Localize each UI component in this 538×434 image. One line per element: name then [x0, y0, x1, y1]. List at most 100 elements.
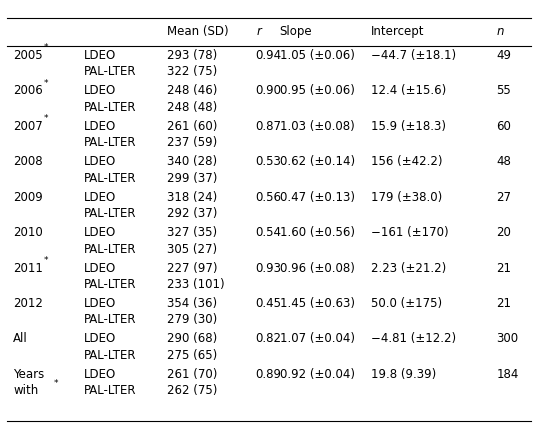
- Text: 2008: 2008: [13, 155, 43, 168]
- Text: LDEO: LDEO: [84, 84, 117, 97]
- Text: 19.8 (9.39): 19.8 (9.39): [371, 367, 436, 380]
- Text: 179 (±38.0): 179 (±38.0): [371, 190, 442, 203]
- Text: 2011: 2011: [13, 261, 43, 274]
- Text: PAL-LTER: PAL-LTER: [84, 207, 137, 220]
- Text: 15.9 (±18.3): 15.9 (±18.3): [371, 119, 445, 132]
- Text: LDEO: LDEO: [84, 155, 117, 168]
- Text: 1.60 (±0.56): 1.60 (±0.56): [280, 226, 355, 239]
- Text: PAL-LTER: PAL-LTER: [84, 277, 137, 290]
- Text: −161 (±170): −161 (±170): [371, 226, 448, 239]
- Text: *: *: [44, 255, 48, 264]
- Text: All: All: [13, 332, 28, 345]
- Text: 0.89: 0.89: [256, 367, 281, 380]
- Text: PAL-LTER: PAL-LTER: [84, 313, 137, 326]
- Text: Years: Years: [13, 367, 45, 380]
- Text: 2.23 (±21.2): 2.23 (±21.2): [371, 261, 446, 274]
- Text: 2010: 2010: [13, 226, 43, 239]
- Text: 0.92 (±0.04): 0.92 (±0.04): [280, 367, 355, 380]
- Text: 0.95 (±0.06): 0.95 (±0.06): [280, 84, 355, 97]
- Text: 48: 48: [497, 155, 511, 168]
- Text: 322 (75): 322 (75): [167, 65, 217, 78]
- Text: 2005: 2005: [13, 49, 43, 62]
- Text: 248 (48): 248 (48): [167, 101, 217, 114]
- Text: 21: 21: [497, 296, 512, 309]
- Text: *: *: [44, 43, 48, 52]
- Text: 27: 27: [497, 190, 512, 203]
- Text: 0.94: 0.94: [256, 49, 282, 62]
- Text: 300: 300: [497, 332, 519, 345]
- Text: LDEO: LDEO: [84, 49, 117, 62]
- Text: 50.0 (±175): 50.0 (±175): [371, 296, 442, 309]
- Text: $n$: $n$: [497, 25, 505, 38]
- Text: 261 (60): 261 (60): [167, 119, 218, 132]
- Text: *: *: [53, 378, 58, 387]
- Text: 262 (75): 262 (75): [167, 383, 218, 396]
- Text: Intercept: Intercept: [371, 25, 424, 38]
- Text: 1.45 (±0.63): 1.45 (±0.63): [280, 296, 355, 309]
- Text: *: *: [44, 114, 48, 123]
- Text: 55: 55: [497, 84, 511, 97]
- Text: 0.82: 0.82: [256, 332, 281, 345]
- Text: 248 (46): 248 (46): [167, 84, 218, 97]
- Text: 327 (35): 327 (35): [167, 226, 217, 239]
- Text: 21: 21: [497, 261, 512, 274]
- Text: 0.56: 0.56: [256, 190, 281, 203]
- Text: 0.47 (±0.13): 0.47 (±0.13): [280, 190, 355, 203]
- Text: 290 (68): 290 (68): [167, 332, 217, 345]
- Text: 354 (36): 354 (36): [167, 296, 217, 309]
- Text: 233 (101): 233 (101): [167, 277, 225, 290]
- Text: PAL-LTER: PAL-LTER: [84, 136, 137, 149]
- Text: 12.4 (±15.6): 12.4 (±15.6): [371, 84, 446, 97]
- Text: Slope: Slope: [280, 25, 313, 38]
- Text: 340 (28): 340 (28): [167, 155, 217, 168]
- Text: with: with: [13, 383, 38, 396]
- Text: −44.7 (±18.1): −44.7 (±18.1): [371, 49, 456, 62]
- Text: PAL-LTER: PAL-LTER: [84, 65, 137, 78]
- Text: LDEO: LDEO: [84, 332, 117, 345]
- Text: PAL-LTER: PAL-LTER: [84, 101, 137, 114]
- Text: PAL-LTER: PAL-LTER: [84, 242, 137, 255]
- Text: 0.96 (±0.08): 0.96 (±0.08): [280, 261, 355, 274]
- Text: LDEO: LDEO: [84, 119, 117, 132]
- Text: −4.81 (±12.2): −4.81 (±12.2): [371, 332, 456, 345]
- Text: LDEO: LDEO: [84, 226, 117, 239]
- Text: PAL-LTER: PAL-LTER: [84, 171, 137, 184]
- Text: 0.87: 0.87: [256, 119, 281, 132]
- Text: 2007: 2007: [13, 119, 43, 132]
- Text: 184: 184: [497, 367, 519, 380]
- Text: 0.54: 0.54: [256, 226, 281, 239]
- Text: 2012: 2012: [13, 296, 43, 309]
- Text: 156 (±42.2): 156 (±42.2): [371, 155, 442, 168]
- Text: 0.90: 0.90: [256, 84, 281, 97]
- Text: Mean (SD): Mean (SD): [167, 25, 229, 38]
- Text: PAL-LTER: PAL-LTER: [84, 383, 137, 396]
- Text: 2009: 2009: [13, 190, 43, 203]
- Text: 1.05 (±0.06): 1.05 (±0.06): [280, 49, 355, 62]
- Text: 0.53: 0.53: [256, 155, 281, 168]
- Text: LDEO: LDEO: [84, 261, 117, 274]
- Text: 1.07 (±0.04): 1.07 (±0.04): [280, 332, 355, 345]
- Text: 2006: 2006: [13, 84, 43, 97]
- Text: 305 (27): 305 (27): [167, 242, 217, 255]
- Text: $r$: $r$: [256, 25, 263, 38]
- Text: 318 (24): 318 (24): [167, 190, 217, 203]
- Text: 293 (78): 293 (78): [167, 49, 217, 62]
- Text: LDEO: LDEO: [84, 296, 117, 309]
- Text: PAL-LTER: PAL-LTER: [84, 348, 137, 361]
- Text: 0.45: 0.45: [256, 296, 281, 309]
- Text: 279 (30): 279 (30): [167, 313, 217, 326]
- Text: 60: 60: [497, 119, 511, 132]
- Text: 299 (37): 299 (37): [167, 171, 218, 184]
- Text: *: *: [44, 79, 48, 87]
- Text: 292 (37): 292 (37): [167, 207, 218, 220]
- Text: 1.03 (±0.08): 1.03 (±0.08): [280, 119, 355, 132]
- Text: 0.62 (±0.14): 0.62 (±0.14): [280, 155, 355, 168]
- Text: 261 (70): 261 (70): [167, 367, 218, 380]
- Text: 227 (97): 227 (97): [167, 261, 218, 274]
- Text: LDEO: LDEO: [84, 367, 117, 380]
- Text: 20: 20: [497, 226, 511, 239]
- Text: 237 (59): 237 (59): [167, 136, 217, 149]
- Text: 275 (65): 275 (65): [167, 348, 217, 361]
- Text: 49: 49: [497, 49, 512, 62]
- Text: 0.93: 0.93: [256, 261, 281, 274]
